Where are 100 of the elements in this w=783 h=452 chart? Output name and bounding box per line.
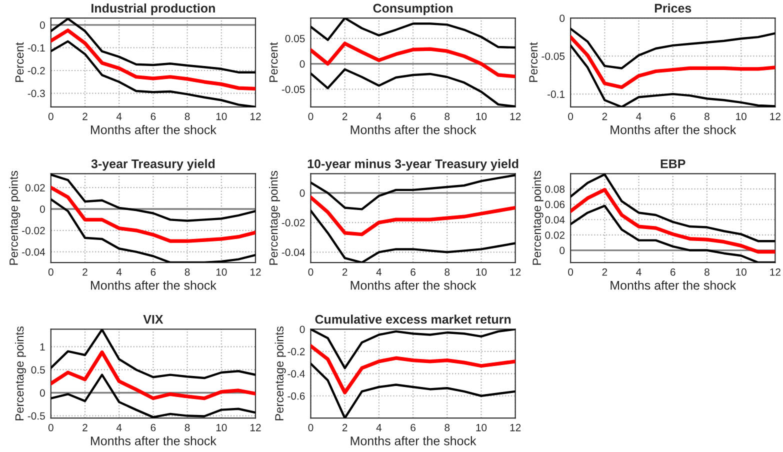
- y-axis-title: Percentage points: [9, 170, 20, 265]
- x-tick-label: 4: [376, 424, 382, 432]
- line-series: [310, 196, 516, 236]
- x-tick-label: 2: [82, 424, 88, 432]
- x-tick-label: 6: [150, 268, 156, 276]
- y-tick-label: -0.05: [542, 52, 565, 60]
- x-tick-label: 4: [636, 112, 642, 120]
- x-tick-label: 12: [250, 112, 261, 120]
- y-tick-label: -0.1: [28, 44, 45, 52]
- x-tick-label: 8: [444, 112, 450, 120]
- x-tick-label: 10: [216, 268, 227, 276]
- chart-title: Cumulative excess market return: [315, 314, 511, 324]
- x-tick-label: 6: [410, 268, 416, 276]
- y-tick-label: -0.2: [28, 67, 45, 74]
- x-tick-label: 6: [150, 112, 156, 120]
- y-axis-title: Percent: [529, 42, 538, 82]
- line-series: [50, 350, 256, 400]
- y-axis-title: Percent: [269, 42, 278, 82]
- x-tick-label: 8: [704, 268, 710, 276]
- x-tick-label: 6: [670, 268, 676, 276]
- x-tick-label: 12: [510, 112, 521, 120]
- x-axis-title: Months after the shock: [350, 125, 476, 134]
- y-axis-title: Percentage points: [15, 326, 26, 420]
- x-tick-label: 10: [736, 268, 746, 276]
- x-axis-title: Months after the shock: [610, 125, 736, 134]
- x-axis-title: Months after the shock: [90, 125, 216, 134]
- x-tick-label: 10: [476, 112, 487, 120]
- x-tick-label: 10: [216, 424, 227, 432]
- y-tick-label: -0.02: [282, 219, 305, 226]
- y-tick-label: 0.02: [545, 231, 564, 239]
- chart-title: Consumption: [373, 3, 453, 16]
- y-tick-label: -0.04: [282, 248, 305, 256]
- y-axis-title: Percentage points: [269, 170, 280, 265]
- y-tick-label: 0.5: [31, 366, 45, 374]
- x-tick-label: 8: [184, 112, 190, 120]
- x-tick-label: 4: [116, 112, 122, 120]
- x-tick-label: 6: [410, 112, 416, 120]
- y-tick-label: -0.02: [22, 226, 45, 234]
- x-tick-label: 8: [704, 112, 710, 120]
- x-tick-label: 8: [184, 268, 190, 276]
- chart-title: 10-year minus 3-year Treasury yield: [308, 159, 518, 171]
- x-tick-label: 4: [376, 112, 382, 120]
- y-tick-label: -0.05: [282, 86, 305, 94]
- x-tick-label: 0: [568, 268, 574, 276]
- x-tick-label: 0: [48, 112, 54, 120]
- y-tick-label: 0.06: [545, 200, 565, 208]
- x-tick-label: 12: [510, 424, 521, 432]
- x-tick-label: 4: [116, 424, 122, 432]
- y-tick-label: -0.1: [548, 90, 565, 98]
- chart-title: EBP: [660, 159, 686, 168]
- x-tick-label: 2: [82, 268, 88, 276]
- x-axis-title: Months after the shock: [90, 436, 216, 446]
- x-tick-label: 4: [116, 268, 122, 276]
- y-tick-label: -0.6: [288, 392, 305, 400]
- x-tick-label: 2: [342, 424, 348, 432]
- x-tick-label: 0: [48, 424, 54, 432]
- y-tick-label: 0.02: [25, 184, 45, 192]
- x-tick-label: 8: [184, 424, 190, 432]
- chart-title: Prices: [654, 3, 692, 13]
- line-series: [50, 186, 256, 243]
- y-tick-label: 0: [300, 326, 305, 334]
- x-tick-label: 10: [476, 424, 487, 432]
- x-tick-label: 0: [48, 268, 54, 276]
- y-tick-label: 1: [40, 343, 45, 350]
- y-tick-label: -0.4: [288, 370, 305, 378]
- x-tick-label: 8: [444, 424, 450, 432]
- chart-title: Industrial production: [92, 3, 215, 16]
- x-tick-label: 2: [602, 268, 608, 276]
- line-series: [50, 28, 256, 91]
- x-tick-label: 0: [308, 268, 314, 276]
- x-tick-label: 12: [250, 424, 261, 432]
- y-axis-title: Percent: [15, 42, 24, 82]
- y-tick-label: -0.2: [288, 348, 305, 356]
- y-axis-title: Percentage points: [532, 170, 544, 265]
- y-tick-label: -0.5: [28, 412, 45, 420]
- x-tick-label: 6: [670, 112, 676, 120]
- y-tick-label: 0.08: [545, 185, 565, 193]
- x-tick-label: 4: [376, 268, 382, 276]
- x-tick-label: 8: [444, 268, 450, 276]
- line-series: [310, 344, 516, 394]
- y-tick-label: 0: [40, 21, 45, 29]
- x-tick-label: 6: [150, 424, 156, 432]
- x-tick-label: 12: [770, 112, 780, 120]
- x-axis-title: Months after the shock: [350, 280, 476, 290]
- y-tick-label: 0: [40, 389, 45, 397]
- y-tick-label: 0: [300, 189, 305, 197]
- y-tick-label: -0.04: [22, 248, 46, 256]
- chart-title: VIX: [143, 315, 164, 324]
- x-axis-title: Months after the shock: [90, 280, 216, 290]
- line-series: [570, 35, 776, 90]
- x-tick-label: 0: [308, 112, 314, 120]
- x-axis-title: Months after the shock: [350, 436, 476, 446]
- y-tick-label: 0: [40, 205, 45, 213]
- x-tick-label: 2: [602, 112, 608, 120]
- x-tick-label: 2: [342, 268, 348, 276]
- y-tick-label: 0.04: [545, 216, 565, 224]
- x-tick-label: 12: [510, 268, 521, 276]
- x-tick-label: 2: [82, 112, 88, 120]
- x-tick-label: 12: [770, 268, 780, 276]
- x-tick-label: 2: [342, 112, 348, 120]
